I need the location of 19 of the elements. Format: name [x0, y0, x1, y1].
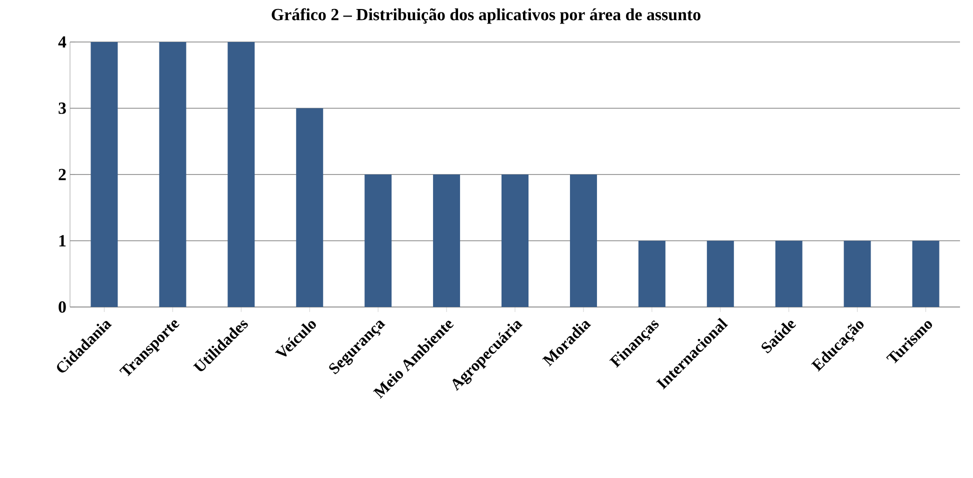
- chart-title: Gráfico 2 – Distribuição dos aplicativos por área de assunto: [272, 8, 700, 24]
- y-tick-label: 3: [58, 102, 66, 114]
- y-tick-label: 4: [58, 36, 66, 48]
- bar: [912, 240, 940, 307]
- bar: [433, 174, 460, 307]
- bar: [502, 174, 529, 307]
- bar: [844, 240, 871, 307]
- bar: [228, 42, 255, 307]
- y-tick-label: 2: [58, 168, 66, 180]
- y-tick-label: 1: [59, 235, 66, 246]
- bar: [706, 240, 734, 307]
- bar: [90, 42, 118, 307]
- bar: [159, 42, 186, 307]
- bar: [364, 174, 392, 307]
- bar: [296, 108, 324, 307]
- y-tick-label: 0: [58, 301, 66, 313]
- bar: [775, 240, 802, 307]
- bar: [638, 240, 666, 307]
- bar: [570, 174, 597, 307]
